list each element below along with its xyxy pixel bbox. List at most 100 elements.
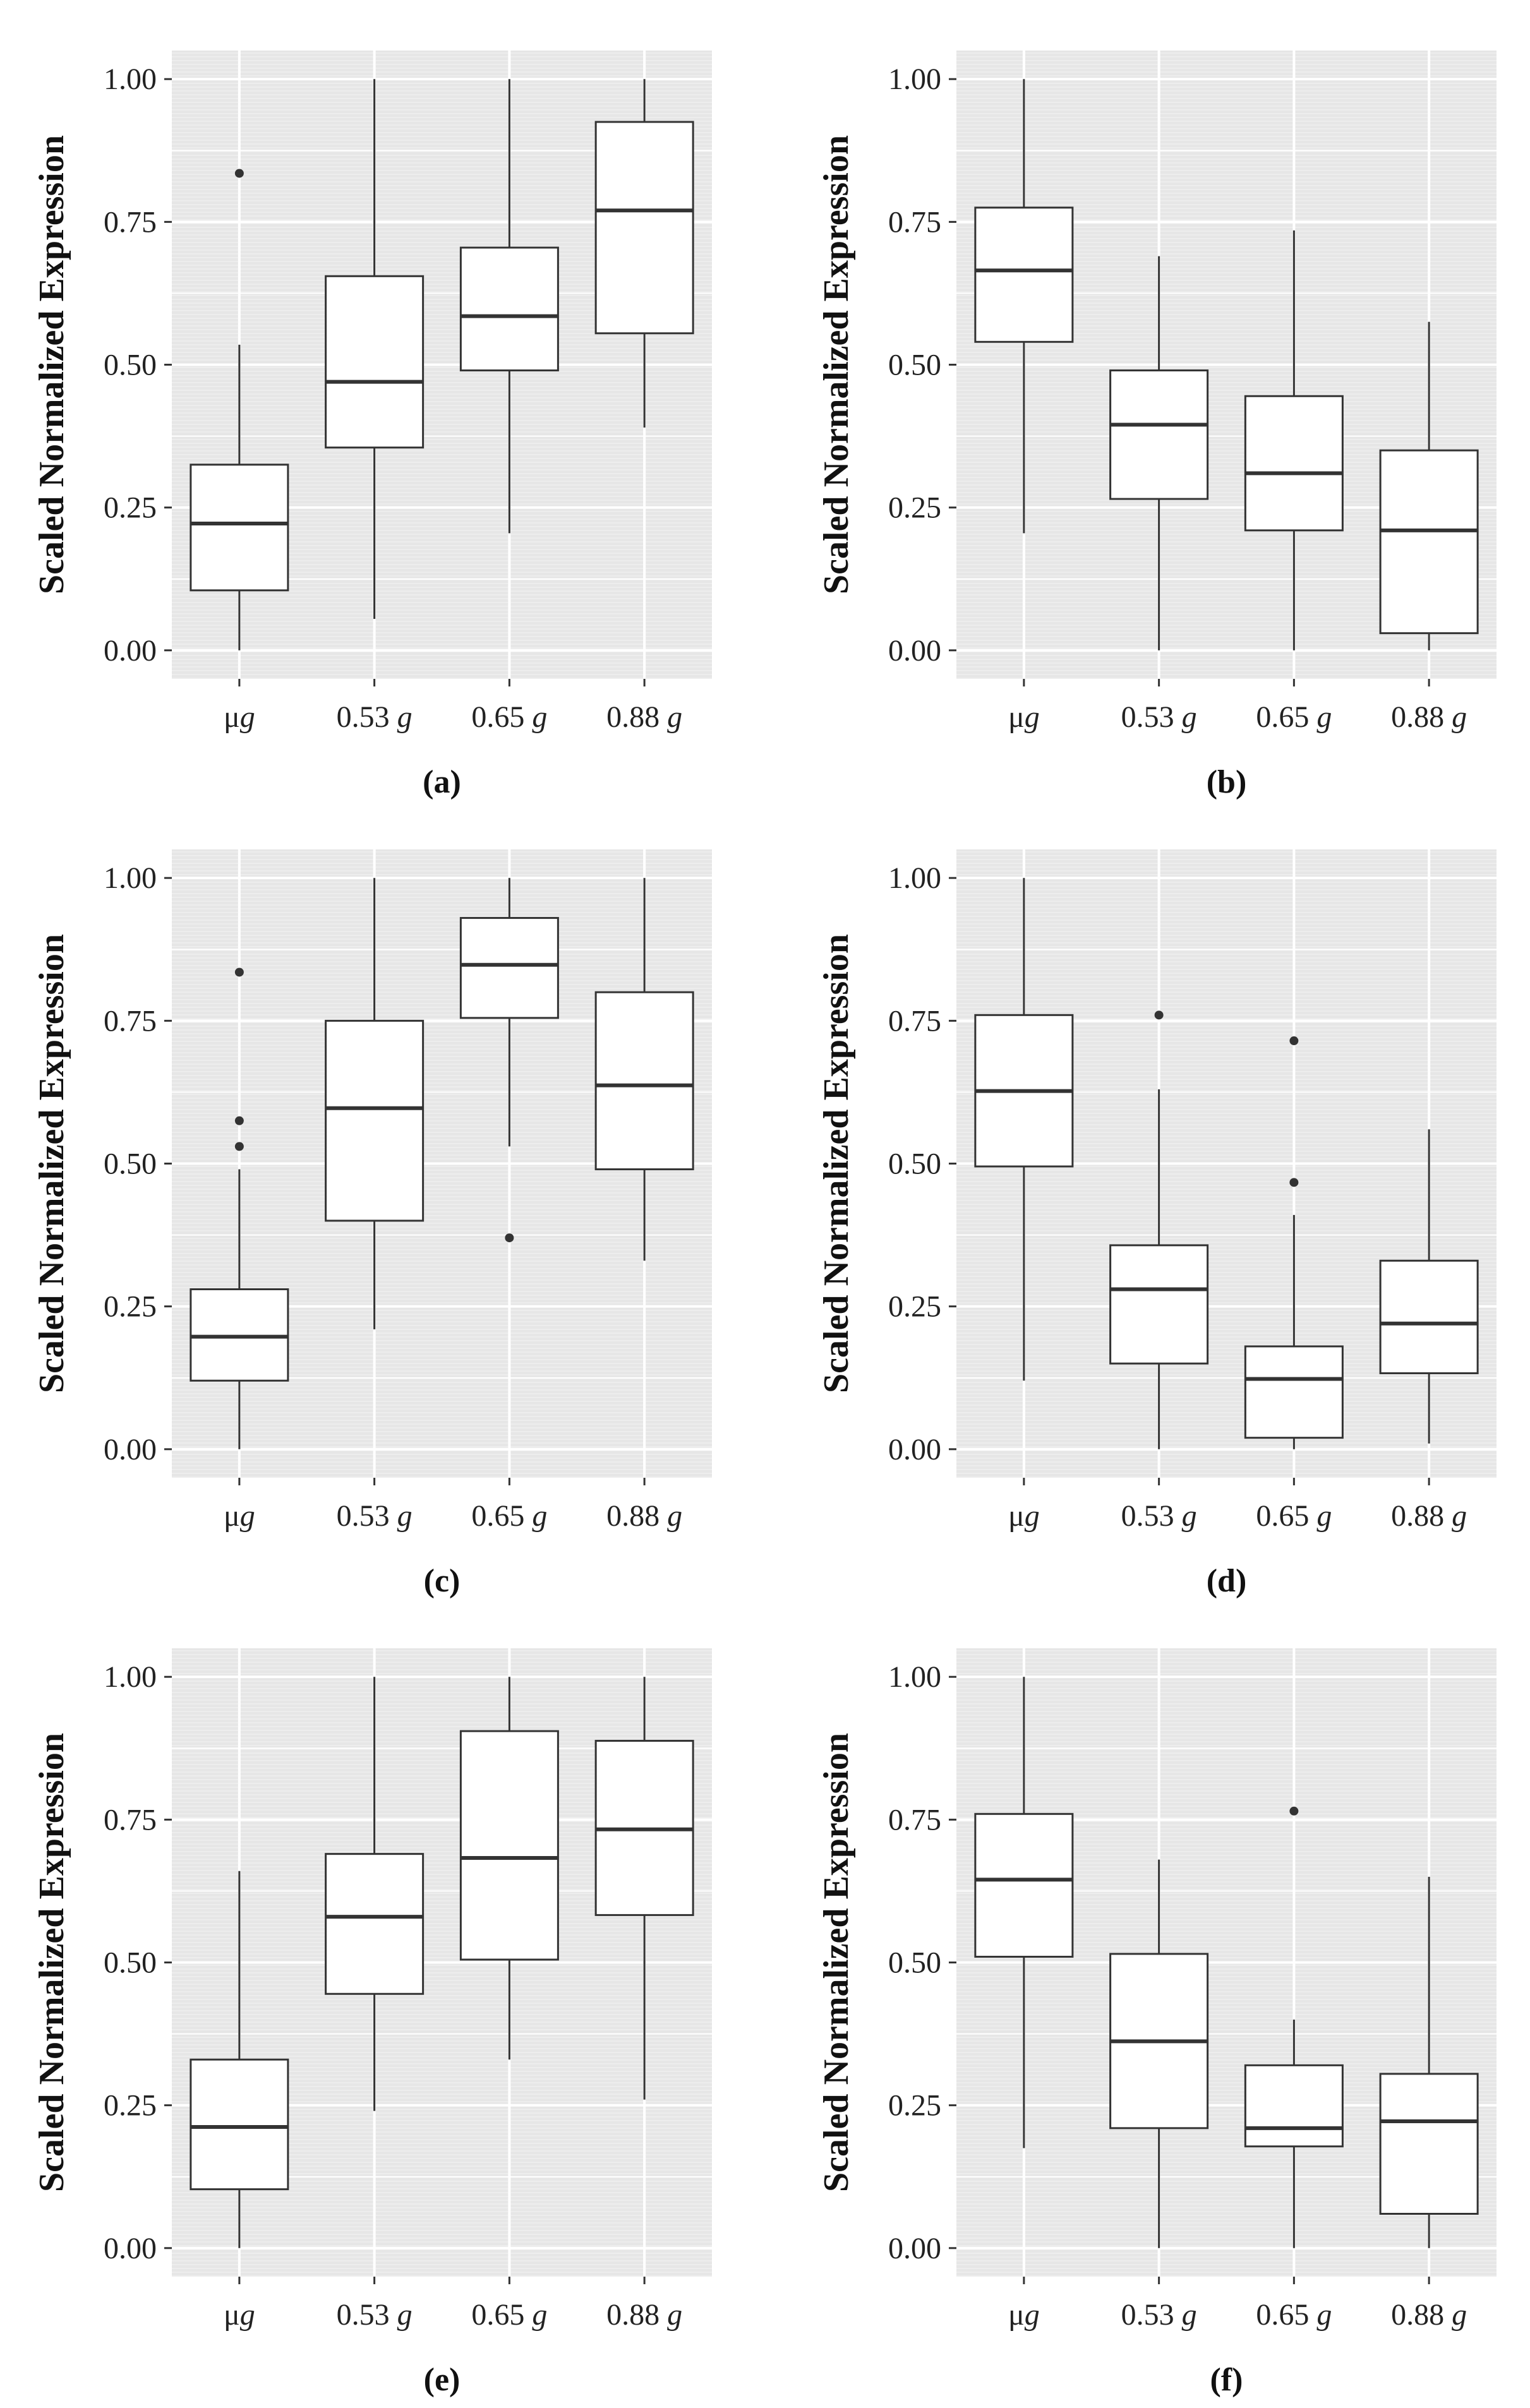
box-1 bbox=[190, 169, 289, 650]
box-iqr bbox=[974, 207, 1074, 343]
y-tick-label: 1.00 bbox=[888, 1660, 941, 1694]
x-tick-label: 0.65 g bbox=[1256, 1499, 1332, 1533]
box-iqr bbox=[1244, 1345, 1344, 1439]
y-tick-label: 1.00 bbox=[104, 861, 157, 895]
y-tick-label: 1.00 bbox=[104, 63, 157, 96]
box-3 bbox=[459, 1677, 559, 2060]
box-iqr bbox=[459, 1730, 559, 1961]
y-axis-title: Scaled Normalized Expression bbox=[817, 135, 856, 594]
x-tick-label: μg bbox=[224, 1499, 255, 1533]
y-tick-label: 1.00 bbox=[888, 861, 941, 895]
y-tick-label: 0.25 bbox=[888, 491, 941, 525]
y-tick-label: 0.75 bbox=[104, 205, 157, 239]
chart-panel-5: 0.00 0.25 0.50 0.75 1.00 μg 0.53 g 0.65 g 0.88 g… bbox=[32, 1648, 712, 2398]
y-tick-label: 0.75 bbox=[888, 1004, 941, 1038]
outlier-point bbox=[505, 1233, 514, 1243]
x-tick-label: 0.65 g bbox=[471, 1499, 547, 1533]
box-iqr bbox=[325, 1019, 425, 1222]
box-2 bbox=[325, 1677, 425, 2111]
chart-panel-3: 0.00 0.25 0.50 0.75 1.00 μg 0.53 g 0.65 g 0.88 g… bbox=[32, 849, 712, 1599]
x-tick-label: 0.88 g bbox=[1391, 2298, 1467, 2332]
x-tick-label: 0.88 g bbox=[1391, 1499, 1467, 1533]
y-tick-label: 0.75 bbox=[888, 205, 941, 239]
box-iqr bbox=[190, 464, 289, 592]
box-1 bbox=[974, 79, 1074, 534]
box-2 bbox=[1109, 256, 1209, 650]
box-iqr bbox=[594, 121, 694, 335]
outlier-point bbox=[1289, 1178, 1299, 1187]
x-tick-label: 0.88 g bbox=[606, 1499, 682, 1533]
chart-panel-2: 0.00 0.25 0.50 0.75 1.00 μg 0.53 g 0.65 g 0.88 g… bbox=[817, 51, 1497, 800]
box-iqr bbox=[974, 1812, 1074, 1958]
box-iqr bbox=[459, 917, 559, 1019]
y-tick-label: 0.25 bbox=[104, 2089, 157, 2123]
chart-panel-4: 0.00 0.25 0.50 0.75 1.00 μg 0.53 g 0.65 g 0.88 g… bbox=[817, 849, 1497, 1599]
y-tick-label: 0.00 bbox=[888, 634, 941, 668]
x-tick-label: 0.65 g bbox=[1256, 2298, 1332, 2332]
outlier-point bbox=[234, 1142, 244, 1151]
box-iqr bbox=[1379, 1259, 1479, 1374]
background-hatch bbox=[956, 52, 1497, 679]
y-tick-label: 0.50 bbox=[104, 1946, 157, 1980]
box-4 bbox=[594, 79, 694, 428]
x-tick-label: μg bbox=[1008, 1499, 1040, 1533]
chart-panel-6: 0.00 0.25 0.50 0.75 1.00 μg 0.53 g 0.65 g 0.88 g… bbox=[817, 1648, 1497, 2398]
outlier-point bbox=[1154, 1010, 1164, 1020]
box-iqr bbox=[1379, 2073, 1479, 2215]
x-tick-label: 0.88 g bbox=[606, 2298, 682, 2332]
y-tick-label: 0.25 bbox=[888, 2089, 941, 2123]
box-2 bbox=[1109, 1010, 1209, 1449]
box-2 bbox=[325, 79, 425, 620]
y-tick-label: 0.75 bbox=[888, 1803, 941, 1836]
y-tick-label: 0.25 bbox=[104, 491, 157, 525]
box-1 bbox=[974, 1677, 1074, 2148]
box-4 bbox=[1379, 321, 1479, 650]
box-3 bbox=[1244, 1036, 1344, 1449]
y-tick-label: 1.00 bbox=[104, 1660, 157, 1694]
y-tick-label: 0.00 bbox=[888, 1433, 941, 1466]
box-4 bbox=[1379, 1876, 1479, 2248]
x-tick-label: 0.65 g bbox=[1256, 700, 1332, 734]
box-4 bbox=[594, 878, 694, 1261]
box-4 bbox=[1379, 1129, 1479, 1444]
x-tick-label: 0.53 g bbox=[337, 1499, 413, 1533]
box-3 bbox=[1244, 1806, 1344, 2248]
box-iqr bbox=[1109, 369, 1209, 500]
y-tick-label: 0.25 bbox=[104, 1290, 157, 1324]
box-2 bbox=[1109, 1859, 1209, 2248]
box-3 bbox=[459, 79, 559, 534]
y-tick-label: 0.00 bbox=[104, 634, 157, 668]
y-axis-title: Scaled Normalized Expression bbox=[817, 934, 856, 1393]
panel-caption: (c) bbox=[424, 1563, 461, 1599]
x-tick-label: 0.53 g bbox=[1121, 2298, 1197, 2332]
x-tick-label: 0.65 g bbox=[471, 2298, 547, 2332]
box-1 bbox=[974, 878, 1074, 1381]
y-axis-title: Scaled Normalized Expression bbox=[32, 934, 71, 1393]
y-tick-label: 0.75 bbox=[104, 1803, 157, 1836]
box-iqr bbox=[594, 991, 694, 1171]
box-iqr bbox=[190, 2058, 289, 2191]
box-iqr bbox=[1109, 1244, 1209, 1365]
y-axis-title: Scaled Normalized Expression bbox=[32, 135, 71, 594]
y-tick-label: 0.50 bbox=[104, 1147, 157, 1181]
y-tick-label: 0.00 bbox=[888, 2232, 941, 2265]
y-axis-title: Scaled Normalized Expression bbox=[32, 1733, 71, 2192]
y-tick-label: 0.50 bbox=[888, 1147, 941, 1181]
y-tick-label: 0.50 bbox=[888, 1946, 941, 1980]
box-iqr bbox=[459, 246, 559, 372]
box-iqr bbox=[1244, 2064, 1344, 2148]
box-1 bbox=[190, 1871, 289, 2248]
x-tick-label: 0.53 g bbox=[1121, 1499, 1197, 1533]
chart-panel-1: 0.00 0.25 0.50 0.75 1.00 μg 0.53 g 0.65 g 0.88 g… bbox=[32, 51, 712, 800]
y-tick-label: 0.00 bbox=[104, 1433, 157, 1466]
x-tick-label: 0.53 g bbox=[337, 700, 413, 734]
box-iqr bbox=[1244, 395, 1344, 532]
y-tick-label: 0.25 bbox=[888, 1290, 941, 1324]
box-1 bbox=[190, 967, 289, 1449]
y-tick-label: 0.75 bbox=[104, 1004, 157, 1038]
box-2 bbox=[325, 878, 425, 1329]
y-axis-title: Scaled Normalized Expression bbox=[817, 1733, 856, 2192]
y-tick-label: 1.00 bbox=[888, 63, 941, 96]
outlier-point bbox=[234, 967, 244, 977]
